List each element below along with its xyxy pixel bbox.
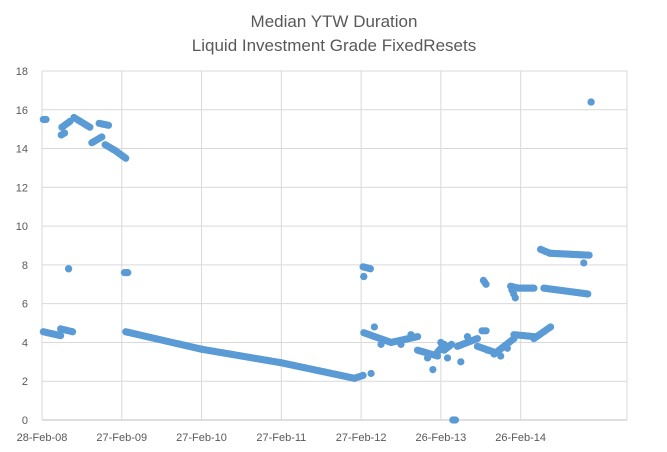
data-point <box>587 98 595 106</box>
data-point <box>122 154 130 162</box>
x-axis-ticks: 28-Feb-08 27-Feb-09 27-Feb-10 27-Feb-11 27-F… <box>17 432 546 444</box>
y-tick-label: 16 <box>16 105 28 117</box>
data-point <box>57 332 65 340</box>
data-point <box>407 331 415 339</box>
data-point <box>423 354 432 362</box>
data-point <box>370 323 378 331</box>
x-tick-label: 26-Feb-14 <box>495 432 546 444</box>
data-point <box>511 294 519 302</box>
y-tick-label: 0 <box>22 415 28 427</box>
y-tick-label: 8 <box>22 260 28 272</box>
data-point <box>443 354 452 362</box>
y-axis-ticks: 0 2 4 6 8 10 12 14 16 18 <box>16 66 28 427</box>
data-point <box>447 340 456 348</box>
data-point <box>366 265 374 273</box>
data-point <box>104 121 113 129</box>
data-point <box>463 333 472 341</box>
data-point <box>359 371 367 380</box>
data-point <box>530 284 538 292</box>
x-tick-label: 27-Feb-10 <box>176 432 227 444</box>
x-tick-label: 27-Feb-11 <box>256 432 306 444</box>
data-point <box>367 369 375 378</box>
data-point <box>584 290 592 298</box>
data-point <box>473 334 482 343</box>
data-point <box>497 352 505 360</box>
data-points <box>39 98 595 424</box>
y-tick-label: 14 <box>16 144 28 156</box>
x-tick-label: 26-Feb-13 <box>415 432 466 444</box>
data-point <box>503 344 511 352</box>
data-point <box>98 133 106 141</box>
data-point <box>585 251 593 259</box>
x-tick-label: 27-Feb-12 <box>336 432 387 444</box>
y-tick-label: 18 <box>16 66 28 78</box>
data-point <box>483 346 491 354</box>
data-point <box>482 280 490 288</box>
data-point <box>429 365 437 374</box>
data-point <box>377 340 385 348</box>
data-point <box>482 327 490 335</box>
data-point <box>68 328 77 336</box>
y-tick-label: 10 <box>16 221 28 233</box>
data-point <box>360 272 368 281</box>
data-point <box>546 323 555 331</box>
y-tick-label: 12 <box>16 182 28 194</box>
data-point <box>61 129 69 137</box>
x-tick-label: 28-Feb-08 <box>17 432 68 444</box>
y-tick-label: 2 <box>22 376 28 388</box>
data-point <box>124 269 132 277</box>
chart-subtitle: Liquid Investment Grade FixedResets <box>192 36 476 55</box>
data-point <box>451 416 460 424</box>
data-point <box>42 115 50 124</box>
data-point <box>580 259 588 267</box>
data-point <box>86 123 94 131</box>
gridlines <box>41 70 628 421</box>
data-point <box>64 265 73 273</box>
data-point <box>397 340 405 348</box>
chart-title: Median YTW Duration <box>251 12 418 31</box>
y-tick-label: 4 <box>22 337 28 349</box>
y-tick-label: 6 <box>22 299 28 311</box>
x-tick-label: 27-Feb-09 <box>96 432 147 444</box>
data-point <box>437 338 445 347</box>
data-point <box>457 358 465 366</box>
data-point <box>414 333 422 341</box>
